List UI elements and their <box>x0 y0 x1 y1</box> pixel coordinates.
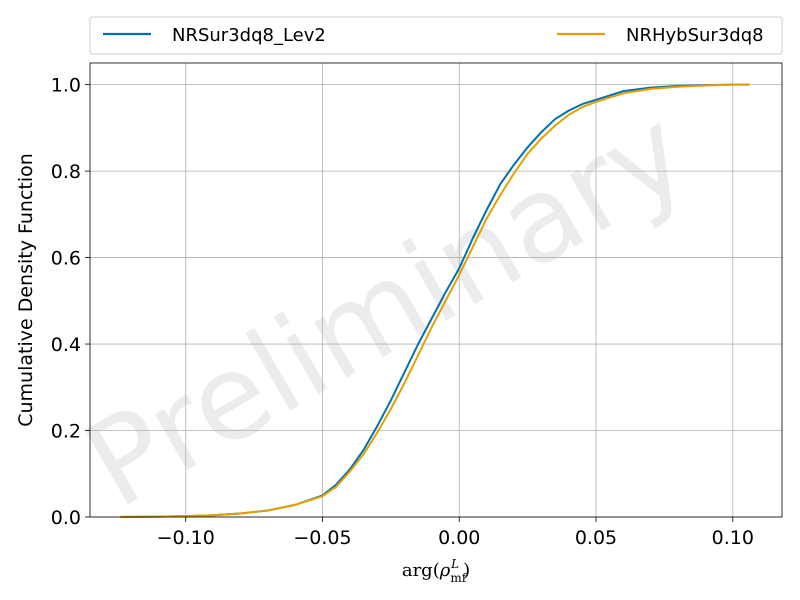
watermark-text: Preliminary <box>63 82 709 535</box>
x-tick-label: 0.10 <box>712 527 754 549</box>
y-tick-label: 0.0 <box>51 507 81 529</box>
legend-label-nrsur3dq8-lev2: NRSur3dq8_Lev2 <box>172 25 326 46</box>
y-tick-label: 0.2 <box>51 421 81 443</box>
y-axis-label: Cumulative Density Function <box>15 153 37 427</box>
legend-box <box>89 16 783 55</box>
x-axis-label: arg(ρmfL) <box>402 557 470 585</box>
y-tick-label: 0.8 <box>51 161 81 183</box>
x-axis-ticks: −0.10 −0.05 0.00 0.05 0.10 <box>157 517 754 549</box>
x-tick-label: −0.10 <box>157 527 215 549</box>
y-tick-label: 1.0 <box>51 75 81 97</box>
legend-label-nrhybsur3dq8: NRHybSur3dq8 <box>626 25 764 46</box>
x-tick-label: −0.05 <box>293 527 351 549</box>
series-lines <box>120 83 750 518</box>
y-axis-ticks: 0.0 0.2 0.4 0.6 0.8 1.0 <box>51 75 90 529</box>
legend: NRSur3dq8_Lev2 NRHybSur3dq8 <box>89 16 783 55</box>
series-line-nrhybsur3dq8 <box>120 83 750 518</box>
y-tick-label: 0.6 <box>51 248 81 270</box>
x-tick-label: 0.05 <box>575 527 617 549</box>
x-tick-label: 0.00 <box>438 527 480 549</box>
plot-frame <box>89 62 783 518</box>
y-tick-label: 0.4 <box>51 334 81 356</box>
